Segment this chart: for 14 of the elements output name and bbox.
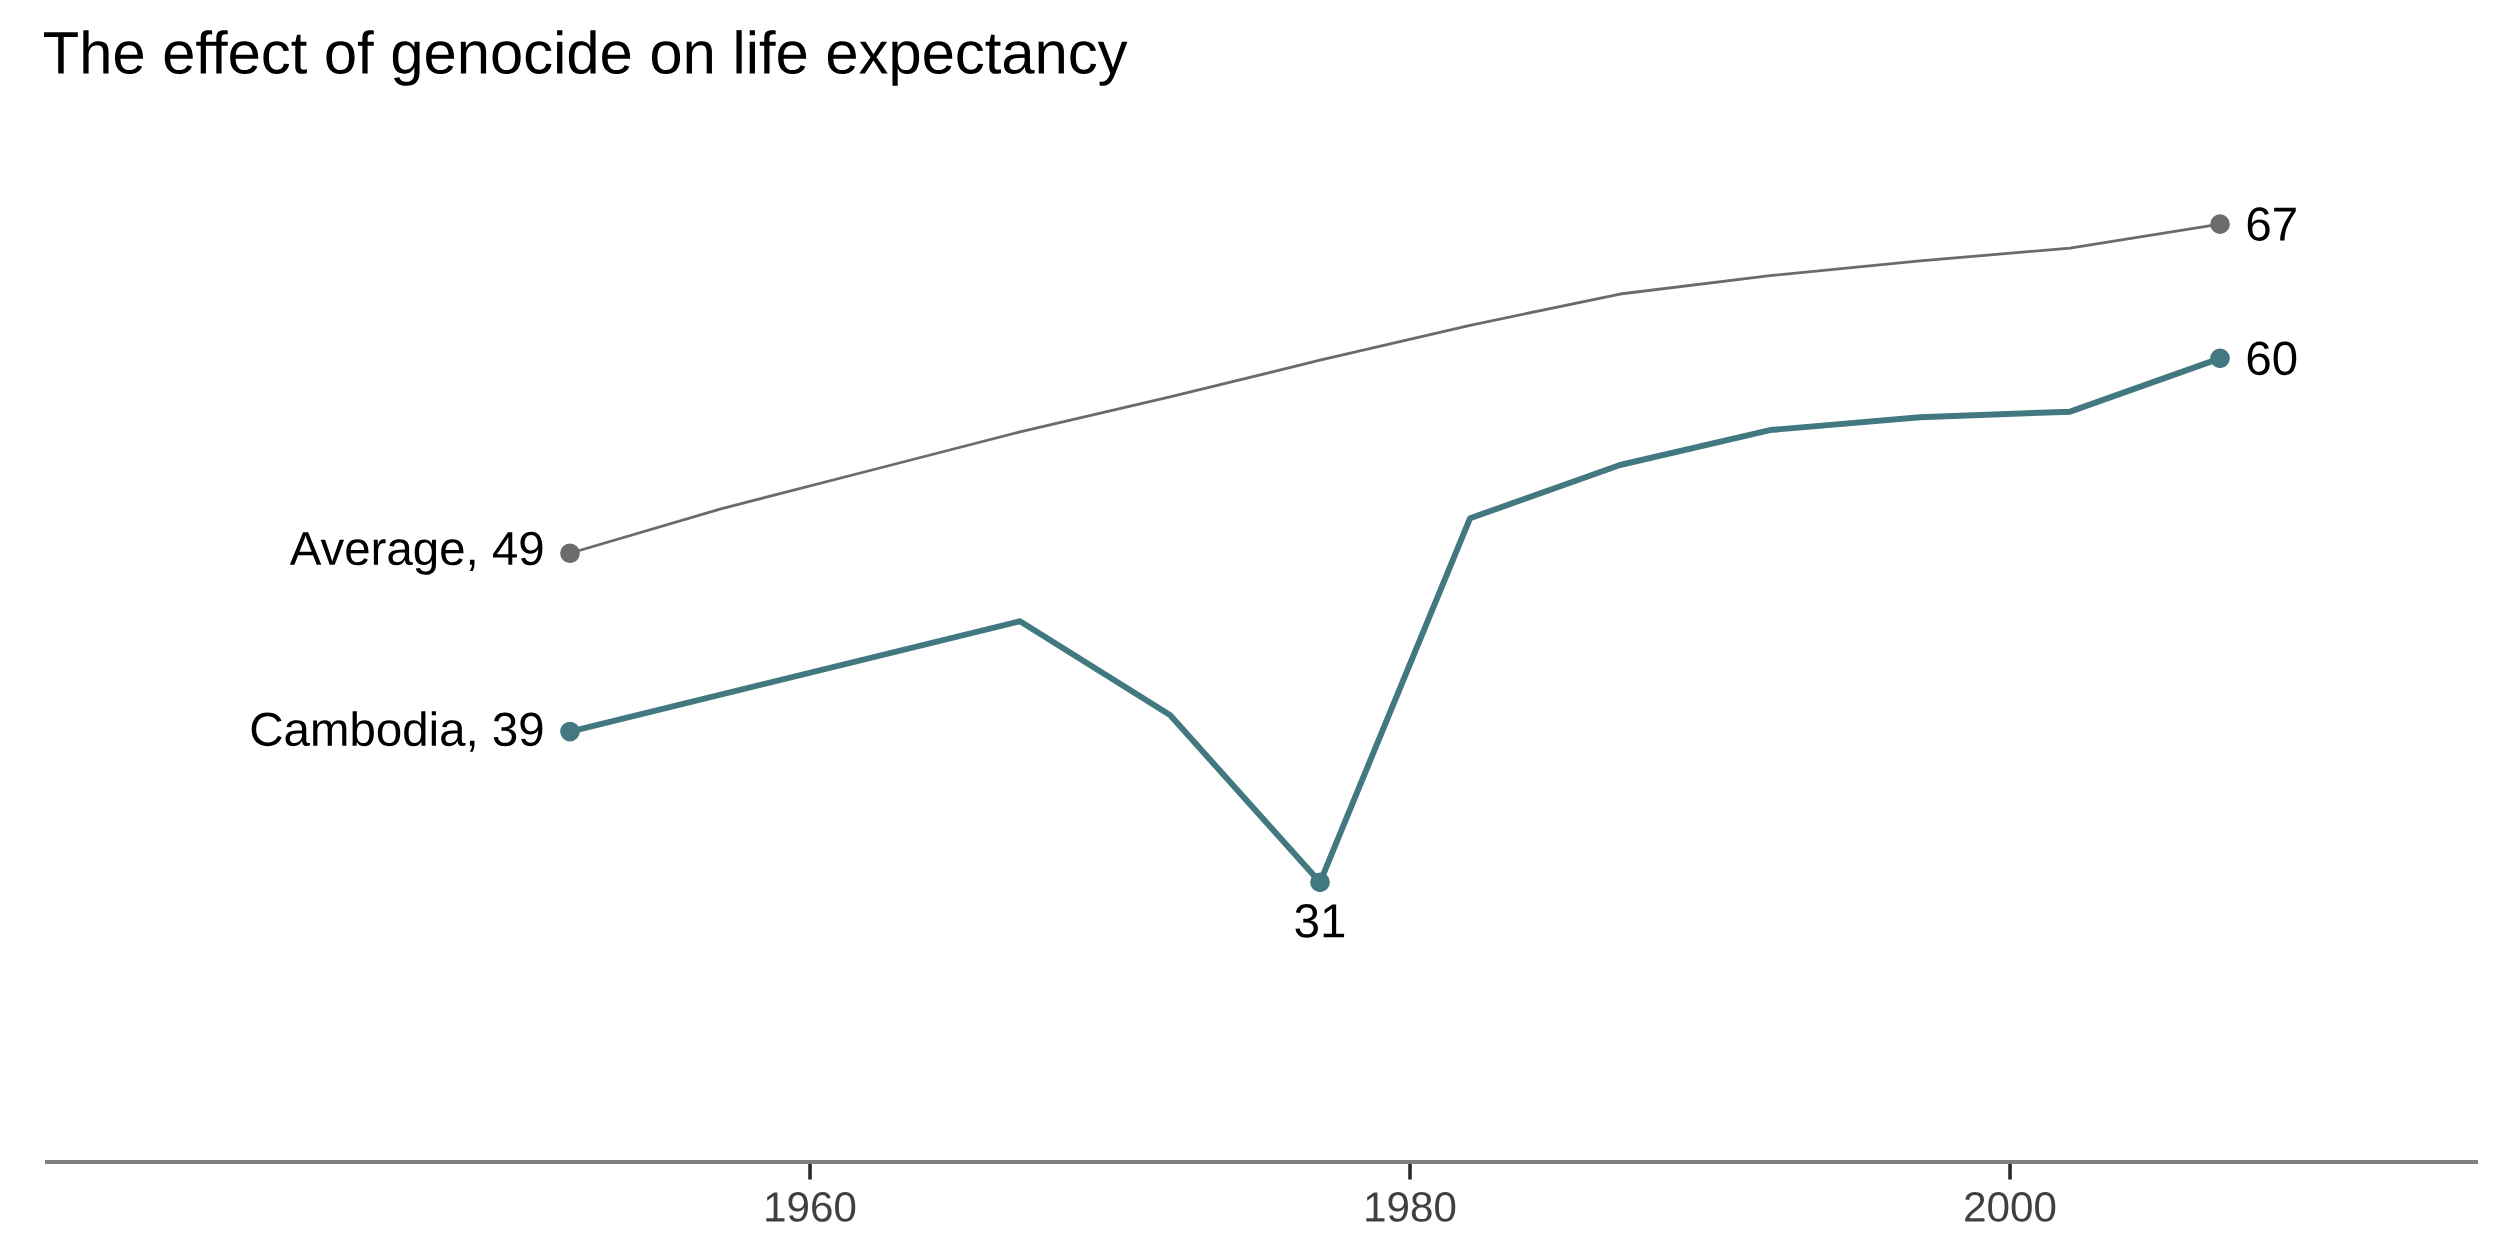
data-label: Average, 49 <box>289 531 543 575</box>
point <box>560 543 580 564</box>
x-tick-label: 1960 <box>766 1192 856 1222</box>
point <box>1310 872 1330 893</box>
data-label: 31 <box>1295 904 1345 938</box>
data-label: 60 <box>2247 341 2297 376</box>
data-label: Cambodia, 39 <box>251 711 543 752</box>
point <box>2210 348 2230 369</box>
point <box>560 721 580 742</box>
x-tick-label: 1980 <box>1366 1192 1456 1222</box>
x-tick-label: 2000 <box>1965 1192 2056 1222</box>
chart-title: The effect of genocide on life expectancy <box>44 30 1128 86</box>
point <box>2210 214 2230 234</box>
data-label: 67 <box>2247 207 2296 241</box>
